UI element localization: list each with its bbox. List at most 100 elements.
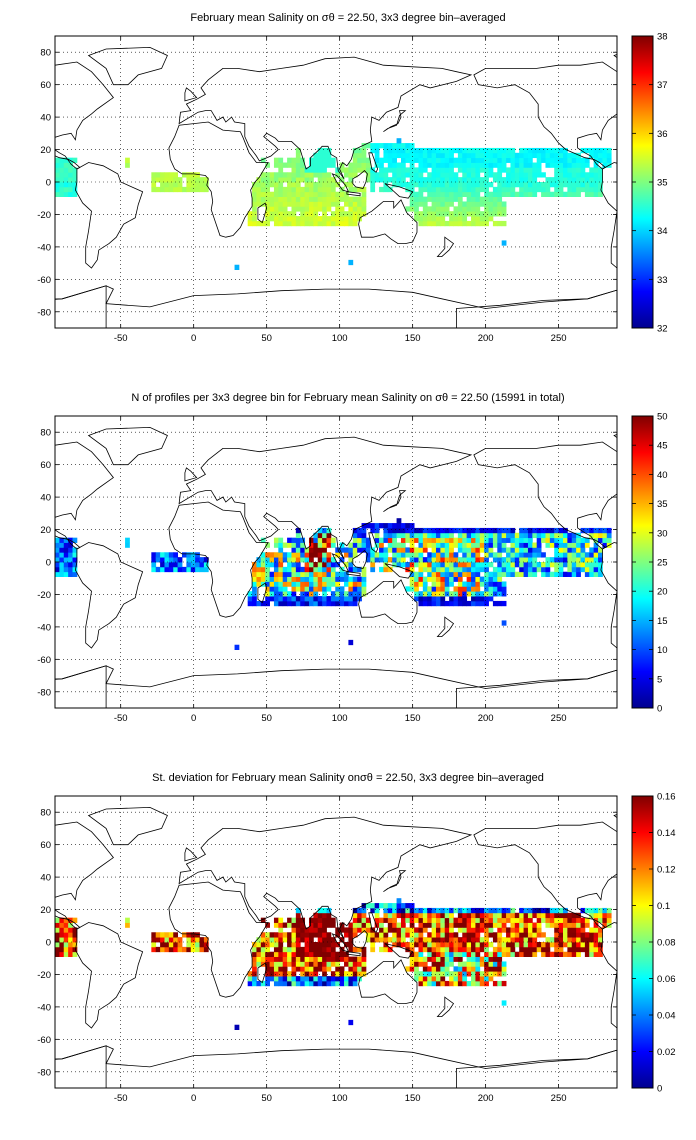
bin-cell — [295, 562, 301, 568]
bin-cell — [466, 177, 472, 183]
bin-cell — [492, 971, 498, 977]
bin-cell — [322, 927, 327, 933]
bin-cell — [155, 172, 161, 178]
bin-cell — [523, 566, 529, 573]
bin-cell — [265, 196, 270, 202]
bin-cell — [361, 571, 367, 577]
bin-cell — [484, 937, 489, 943]
bin-cell — [304, 971, 310, 977]
bin-cell — [567, 932, 573, 938]
coastline — [168, 501, 269, 618]
bin-cell — [435, 922, 441, 928]
bin-cell — [256, 942, 262, 948]
bin-cell — [453, 157, 459, 163]
bin-cell — [269, 971, 275, 977]
bin-cell — [501, 557, 507, 563]
bin-cell — [383, 152, 389, 159]
panel-title: St. deviation for February mean Salinity… — [152, 772, 544, 784]
bin-cell — [304, 586, 310, 592]
bin-cell — [532, 172, 538, 178]
bin-cell — [352, 157, 358, 163]
bin-cell — [199, 186, 205, 193]
bin-cell — [278, 971, 284, 977]
bin-cell — [247, 976, 253, 982]
bin-cell — [488, 162, 494, 168]
bin-cell — [567, 182, 573, 188]
bin-cell — [269, 581, 275, 587]
bin-cell — [571, 191, 577, 197]
bin-cell — [435, 162, 441, 168]
bin-cell — [457, 966, 463, 972]
bin-cell — [352, 922, 358, 928]
bin-cell — [339, 927, 345, 933]
bin-cell — [344, 600, 349, 607]
bin-cell — [352, 917, 358, 923]
bin-cell — [471, 976, 476, 982]
map-panel-mean: February mean Salinity on σθ = 22.50, 3x… — [37, 12, 667, 344]
bin-cell — [479, 216, 485, 222]
y-tick-label: 0 — [46, 558, 51, 569]
bin-cell — [374, 912, 380, 919]
bin-cell — [68, 571, 73, 577]
bin-cell — [497, 591, 503, 597]
bin-cell — [479, 547, 485, 553]
bin-cell — [427, 976, 433, 982]
bin-cell — [576, 167, 581, 173]
bin-cell — [488, 976, 494, 982]
bin-cell — [308, 961, 314, 967]
bin-cell — [584, 571, 590, 577]
bin-cell — [392, 157, 397, 163]
bin-cell — [287, 182, 292, 188]
bin-cell — [431, 571, 437, 577]
bin-cell — [317, 177, 323, 183]
bin-cell — [339, 600, 345, 607]
coastline — [55, 665, 107, 708]
bin-cell — [462, 907, 468, 914]
bin-cell — [344, 571, 349, 577]
bin-cell — [291, 537, 297, 543]
bin-cell — [256, 177, 262, 183]
bin-cell — [475, 216, 481, 222]
bin-cell — [466, 527, 472, 534]
bin-cell — [304, 600, 310, 607]
bin-cell — [453, 966, 459, 972]
bin-cell — [471, 586, 476, 592]
bin-cell — [584, 562, 590, 568]
bin-cell — [304, 976, 310, 982]
bin-cell — [313, 976, 319, 982]
bin-cell — [541, 147, 546, 154]
bin-cell — [344, 591, 349, 597]
coastline — [383, 870, 407, 893]
bin-cell — [357, 201, 362, 207]
bin-cell — [330, 566, 336, 573]
bin-cell — [506, 927, 511, 933]
bin-cell — [488, 537, 494, 543]
bin-cell — [392, 143, 397, 149]
bin-cell — [256, 566, 262, 573]
bin-cell — [435, 167, 441, 173]
bin-cell — [282, 961, 288, 967]
bin-cell — [335, 971, 341, 977]
bin-cell — [392, 162, 397, 168]
bin-cell — [195, 177, 200, 183]
bin-cell — [484, 201, 489, 207]
bin-cell — [396, 147, 402, 154]
bin-cell — [462, 942, 468, 948]
bin-cell — [308, 922, 314, 928]
bin-cell — [431, 566, 437, 573]
bin-cell — [252, 206, 257, 212]
bin-cell — [59, 942, 65, 948]
bin-cell — [304, 942, 310, 948]
bin-cell — [322, 162, 327, 168]
bin-cell — [488, 147, 494, 154]
bin-cell — [414, 172, 419, 178]
bin-cell — [260, 932, 266, 938]
bin-cell — [68, 942, 73, 948]
coastline — [384, 943, 414, 959]
bin-cell — [396, 912, 402, 919]
bin-cell — [300, 932, 306, 938]
bin-cell — [273, 206, 279, 212]
bin-cell — [576, 571, 581, 577]
bin-cell — [492, 532, 498, 539]
bin-cell — [330, 937, 336, 943]
